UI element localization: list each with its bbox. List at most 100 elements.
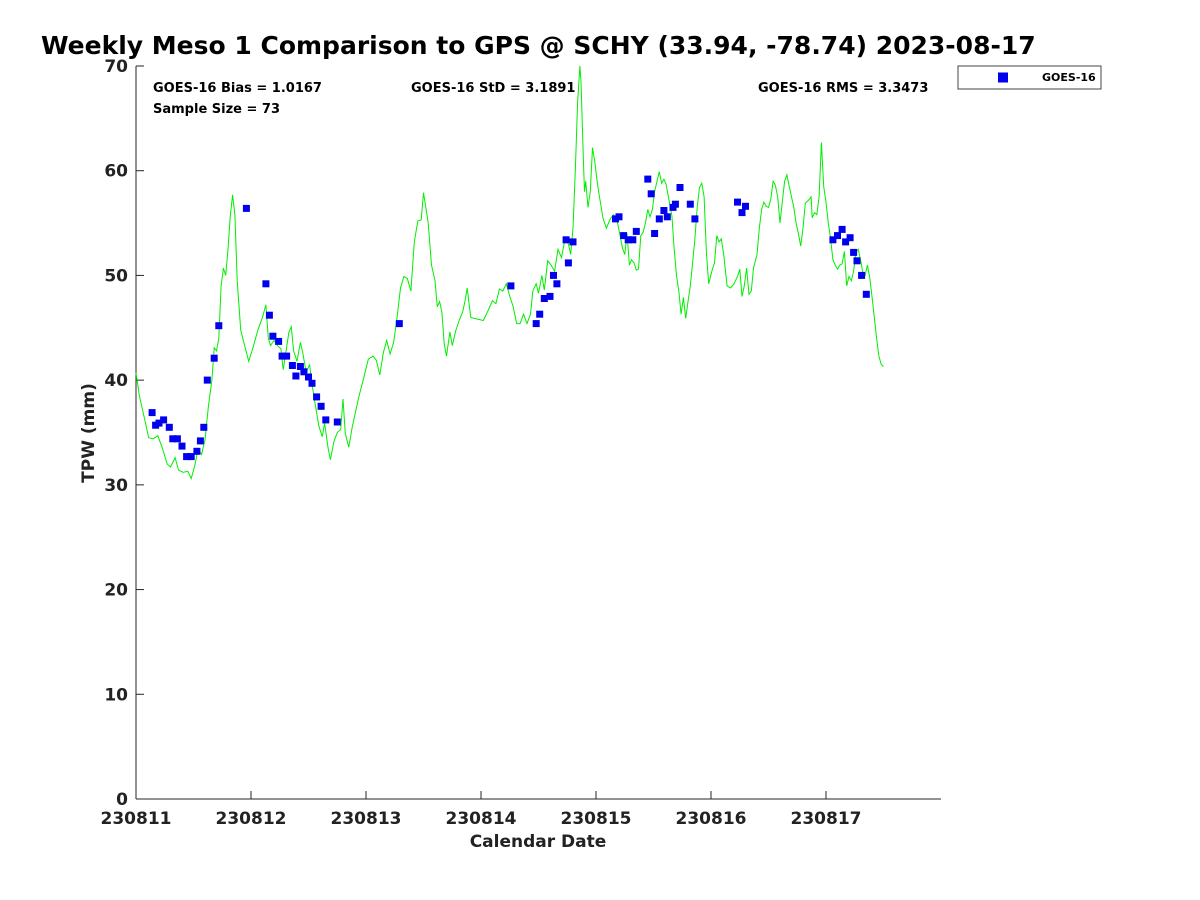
goes16-point [313, 393, 321, 401]
goes16-point [858, 271, 866, 279]
goes16-point [507, 282, 515, 290]
goes16-point [165, 423, 173, 431]
goes16-point [660, 207, 668, 214]
goes16-point [196, 437, 204, 445]
goes16-point [308, 379, 316, 387]
goes16-point [269, 332, 277, 340]
goes16-point [829, 236, 837, 244]
goes16-point [210, 354, 218, 362]
goes16-point [292, 372, 300, 380]
goes16-point [333, 418, 341, 426]
x-tick-label: 230813 [331, 809, 402, 829]
goes16-point [691, 215, 699, 223]
goes16-point [629, 236, 637, 244]
goes16-point [395, 320, 403, 328]
goes16-point [546, 292, 554, 300]
legend-label-goes16: GOES-16 [1042, 71, 1096, 84]
x-tick-label: 230817 [791, 809, 862, 829]
goes16-point [242, 204, 250, 212]
x-tick-label: 230814 [446, 809, 517, 829]
y-tick-label: 0 [116, 790, 128, 810]
goes16-point [644, 175, 652, 183]
goes16-point [283, 352, 291, 360]
goes16-point [853, 257, 861, 265]
goes16-point [278, 352, 286, 360]
goes16-point [200, 423, 208, 431]
goes16-point [846, 234, 854, 242]
goes16-point [183, 453, 191, 461]
goes16-point [173, 435, 181, 443]
goes16-point [187, 453, 195, 461]
x-tick-label: 230815 [561, 809, 632, 829]
y-tick-label: 30 [104, 476, 128, 496]
gps-line-layer [135, 65, 884, 481]
x-tick-label: 230816 [676, 809, 747, 829]
goes16-point [834, 232, 841, 240]
goes16-point [275, 337, 283, 345]
goes16-point [305, 373, 312, 381]
y-tick-label: 40 [104, 371, 128, 391]
y-axis-label: TPW (mm) [79, 383, 99, 483]
x-tick-label: 230812 [216, 809, 287, 829]
goes16-point [676, 184, 684, 191]
goes16-point [265, 311, 273, 319]
goes-points-layer [148, 175, 870, 461]
goes16-point [155, 419, 163, 427]
goes16-point [288, 362, 296, 369]
chart-title: Weekly Meso 1 Comparison to GPS @ SCHY (… [41, 31, 1036, 60]
y-tick-label: 20 [104, 581, 128, 601]
goes16-point [193, 447, 201, 455]
goes16-point [671, 200, 679, 208]
goes16-point [262, 280, 270, 288]
goes16-point [686, 200, 694, 208]
goes16-point [562, 236, 570, 244]
goes16-point [540, 295, 548, 302]
goes16-point [620, 232, 628, 240]
goes16-point [178, 442, 186, 450]
goes16-point [296, 363, 304, 370]
std-annotation: GOES-16 StD = 3.1891 [411, 81, 575, 96]
sample-size-annotation: Sample Size = 73 [153, 102, 280, 117]
rms-annotation: GOES-16 RMS = 3.3473 [758, 81, 928, 96]
axes: 0 10 20 30 40 50 60 70 230811 230812 230813 230814 2… [101, 57, 941, 829]
y-tick-label: 70 [104, 57, 128, 77]
goes16-point [624, 236, 632, 244]
y-tick-label: 10 [104, 685, 128, 705]
goes16-point [742, 202, 749, 210]
y-tick-label: 50 [104, 266, 128, 286]
goes16-point [569, 238, 577, 246]
goes16-point [738, 209, 746, 217]
goes16-point [532, 320, 540, 328]
goes16-point [203, 376, 211, 384]
goes16-point [536, 310, 544, 318]
goes16-point [148, 409, 156, 417]
goes16-point [322, 416, 330, 424]
goes16-point [632, 227, 640, 235]
goes16-point [862, 290, 870, 298]
goes16-point [317, 402, 325, 410]
goes16-point [615, 213, 623, 221]
goes16-point [550, 271, 557, 279]
x-axis-label: Calendar Date [470, 832, 607, 852]
legend-marker-goes16 [998, 72, 1008, 83]
legend-box [957, 65, 1102, 90]
goes16-point [734, 198, 741, 206]
goes16-point [300, 368, 308, 376]
goes16-point [663, 213, 671, 221]
bias-annotation: GOES-16 Bias = 1.0167 [153, 81, 322, 96]
x-tick-label: 230811 [101, 809, 172, 829]
goes16-point [564, 259, 572, 267]
goes16-point [553, 280, 561, 288]
goes16-point [651, 230, 659, 237]
legend: GOES-16 [957, 65, 1102, 90]
gps-series-line [135, 65, 884, 481]
y-tick-label: 60 [104, 162, 128, 182]
goes16-point [647, 190, 655, 198]
goes16-point [850, 248, 858, 256]
goes16-point [838, 225, 846, 233]
goes16-point [655, 215, 663, 223]
goes16-point [842, 238, 850, 246]
goes16-point [160, 416, 168, 424]
goes16-point [215, 322, 223, 330]
